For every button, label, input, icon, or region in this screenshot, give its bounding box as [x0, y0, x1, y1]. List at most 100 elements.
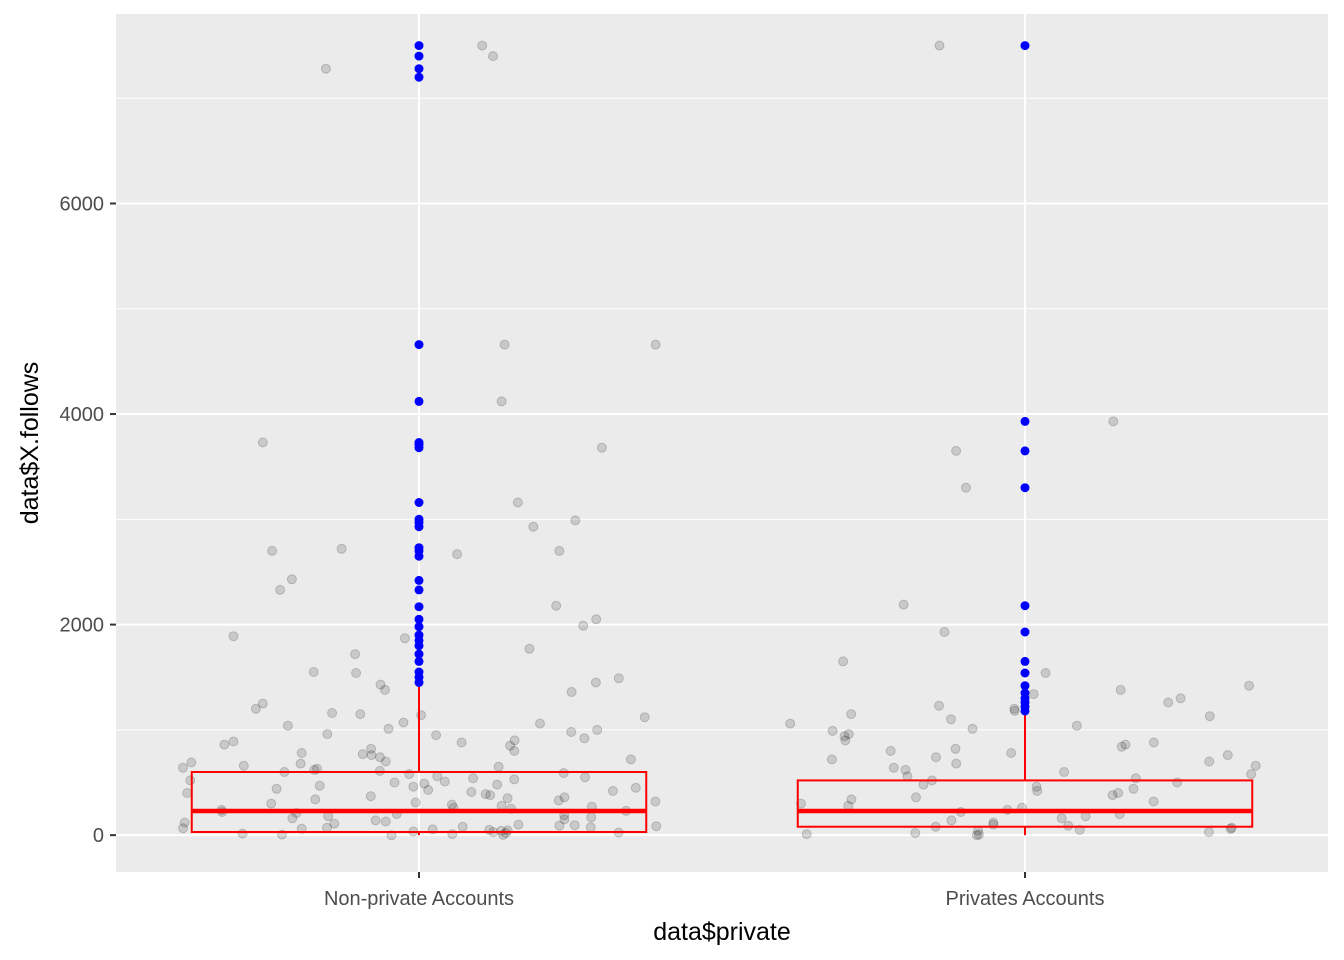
jitter-point: [1009, 703, 1020, 714]
jitter-point: [1028, 689, 1039, 700]
jitter-point: [934, 700, 944, 711]
jitter-point: [178, 762, 188, 773]
outlier-point: [414, 41, 424, 51]
jitter-point: [580, 772, 591, 783]
jitter-point: [1032, 785, 1043, 796]
x-tick-label: Privates Accounts: [946, 888, 1105, 910]
jitter-point: [499, 339, 510, 350]
jitter-point: [329, 818, 340, 829]
jitter-point: [336, 543, 347, 554]
jitter-point: [939, 627, 950, 637]
jitter-point: [801, 829, 812, 840]
jitter-point: [452, 549, 463, 560]
panel-background: [116, 14, 1328, 872]
y-tick-label: 0: [93, 825, 104, 847]
jitter-point: [846, 709, 857, 720]
jitter-point: [355, 709, 366, 720]
jitter-point: [967, 723, 978, 734]
jitter-point: [228, 631, 239, 642]
outlier-point: [1020, 446, 1030, 456]
jitter-point: [496, 396, 507, 407]
jitter-point: [1175, 693, 1186, 704]
jitter-point: [492, 779, 503, 790]
outlier-point: [414, 614, 424, 624]
outlier-point: [414, 543, 424, 553]
jitter-point: [900, 764, 911, 775]
jitter-point: [488, 51, 498, 62]
y-tick-label: 6000: [60, 193, 105, 215]
jitter-point: [946, 714, 956, 725]
jitter-point: [1222, 750, 1233, 761]
jitter-point: [607, 785, 618, 796]
jitter-point: [380, 684, 390, 695]
jitter-point: [375, 679, 386, 690]
jitter-point: [423, 784, 434, 795]
jitter-point: [282, 720, 293, 731]
jitter-point: [327, 708, 338, 718]
jitter-point: [578, 620, 589, 631]
jitter-point: [596, 442, 607, 453]
jitter-point: [380, 816, 391, 827]
jitter-point: [310, 794, 321, 805]
jitter-point: [237, 828, 248, 839]
jitter-point: [182, 788, 193, 798]
jitter-point: [1148, 737, 1159, 748]
jitter-point: [559, 792, 570, 803]
jitter-point: [351, 668, 362, 678]
jitter-point: [846, 794, 857, 805]
jitter-point: [554, 545, 565, 556]
jitter-point: [843, 729, 854, 740]
jitter-point: [496, 825, 507, 836]
jitter-point: [468, 773, 479, 784]
jitter-point: [1009, 705, 1020, 716]
outlier-point: [1020, 668, 1030, 678]
outlier-point: [414, 498, 424, 507]
jitter-point: [512, 497, 523, 508]
jitter-point: [827, 725, 838, 736]
jitter-point: [370, 815, 381, 826]
jitter-point: [380, 756, 391, 767]
outlier-point: [414, 667, 424, 677]
jitter-point: [1120, 739, 1131, 750]
jitter-point: [1128, 783, 1139, 794]
jitter-point: [1108, 416, 1119, 427]
jitter-point: [553, 795, 564, 806]
jitter-point: [1203, 827, 1214, 837]
jitter-point: [785, 718, 796, 729]
outlier-point: [414, 396, 424, 406]
x-axis-title: data$private: [653, 918, 791, 946]
jitter-point: [502, 793, 513, 804]
jitter-point: [1244, 680, 1255, 691]
jitter-point: [439, 776, 450, 787]
jitter-point: [566, 727, 577, 737]
jitter-point: [931, 752, 941, 763]
outlier-point: [1020, 41, 1030, 51]
jitter-points: [178, 40, 1261, 841]
jitter-point: [485, 790, 496, 801]
jitter-point: [558, 768, 569, 778]
y-tick-label: 4000: [60, 404, 105, 426]
jitter-point: [509, 774, 520, 785]
jitter-point: [295, 758, 306, 769]
jitter-point: [569, 820, 580, 831]
outlier-point: [1020, 627, 1030, 637]
jitter-point: [650, 796, 661, 807]
jitter-point: [592, 724, 603, 735]
jitter-point: [1107, 790, 1118, 801]
jitter-point: [951, 445, 962, 456]
outlier-point: [414, 64, 424, 74]
jitter-point: [586, 812, 597, 823]
jitter-point: [219, 739, 230, 750]
jitter-point: [1040, 668, 1051, 678]
jitter-point: [320, 63, 331, 74]
jitter-point: [457, 821, 468, 832]
jitter-point: [309, 764, 320, 775]
jitter-point: [357, 749, 368, 760]
jitter-point: [419, 778, 430, 789]
axes: 0 2000 4000 6000 Non-private Accounts Private…: [60, 193, 1105, 910]
outlier-point: [1020, 483, 1030, 493]
jitter-point: [524, 643, 535, 654]
y-axis-title: data$X.follows: [16, 362, 44, 525]
jitter-point: [493, 761, 504, 772]
